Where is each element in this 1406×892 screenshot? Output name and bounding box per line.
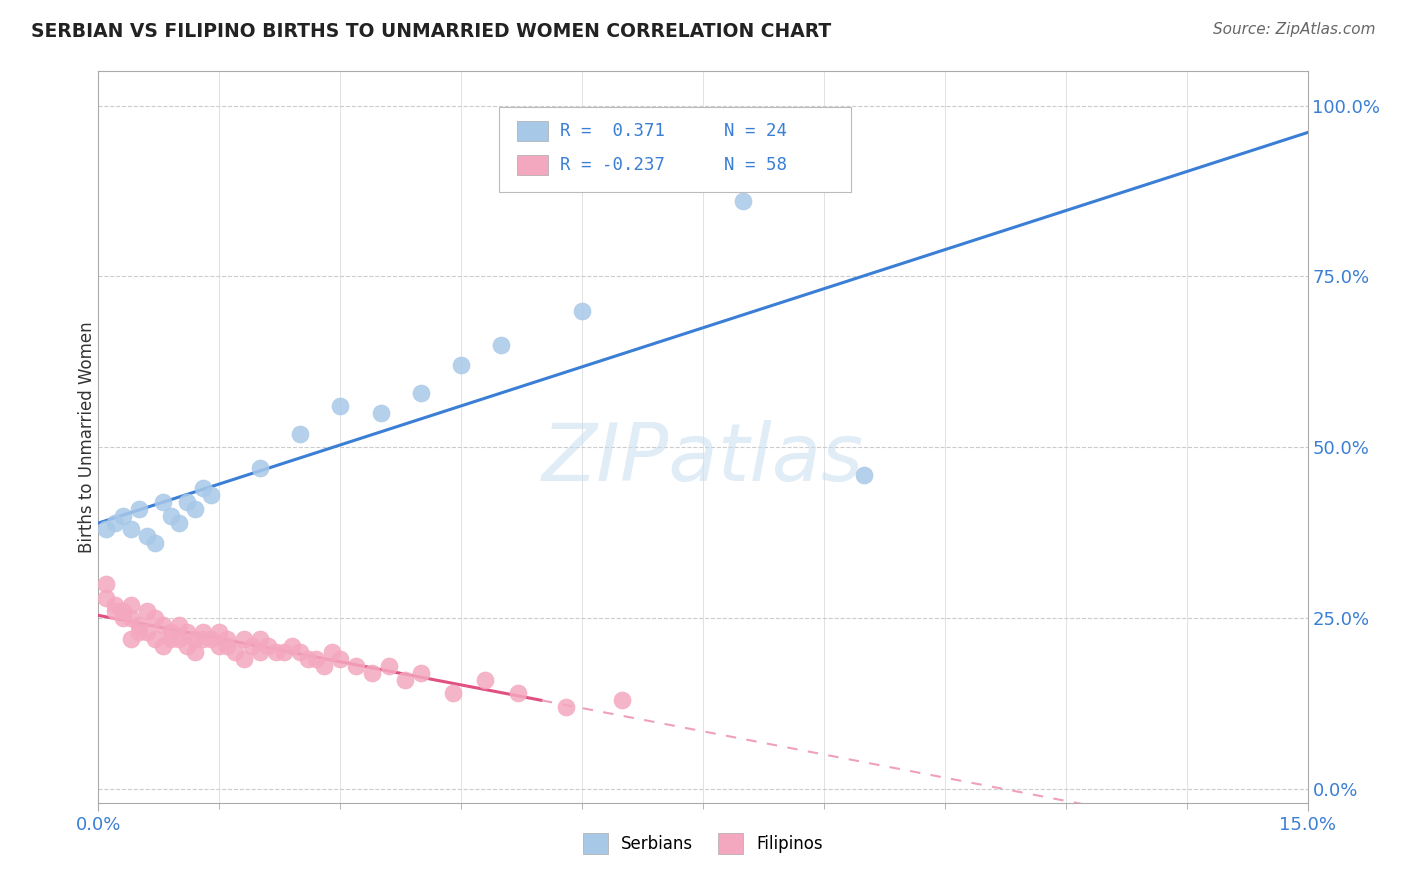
Legend: Serbians, Filipinos: Serbians, Filipinos [576,827,830,860]
Point [111,508,134,523]
Point [394,673,416,687]
Text: N = 58: N = 58 [724,156,787,174]
Text: R = -0.237: R = -0.237 [560,156,665,174]
Point [217,639,239,653]
Point [96,577,118,591]
Point [273,645,295,659]
Point [111,611,134,625]
Point [143,632,166,646]
Point [96,522,118,536]
Point [377,659,399,673]
Point [135,604,157,618]
Point [193,624,215,639]
Point [491,338,513,352]
Point [409,385,432,400]
Point [217,632,239,646]
Text: ZIPatlas: ZIPatlas [541,420,865,498]
Point [555,700,578,714]
Point [200,488,222,502]
Point [232,652,254,666]
Point [281,639,304,653]
Point [135,529,157,543]
Point [135,624,157,639]
Point [184,632,207,646]
Point [96,591,118,605]
Point [344,659,367,673]
Point [152,618,174,632]
Point [120,611,142,625]
Point [409,665,432,680]
Point [853,467,876,482]
Point [128,624,150,639]
Point [224,645,246,659]
Point [152,639,174,653]
Point [208,639,231,653]
Point [167,516,190,530]
Text: N = 24: N = 24 [724,122,787,140]
Text: R =  0.371: R = 0.371 [560,122,665,140]
Point [232,632,254,646]
Point [120,598,142,612]
Point [208,624,231,639]
Point [612,693,634,707]
Point [143,536,166,550]
Point [111,604,134,618]
Point [249,460,271,475]
Point [160,508,183,523]
Point [506,686,529,700]
Point [441,686,464,700]
Point [288,426,311,441]
Point [152,495,174,509]
Point [240,639,263,653]
Point [103,604,125,618]
Point [176,495,198,509]
Point [103,598,125,612]
Point [193,632,215,646]
Point [249,632,271,646]
Point [321,645,343,659]
Point [128,618,150,632]
Point [571,303,593,318]
Point [193,481,215,495]
Point [297,652,319,666]
Point [450,359,472,373]
Point [200,632,222,646]
Text: SERBIAN VS FILIPINO BIRTHS TO UNMARRIED WOMEN CORRELATION CHART: SERBIAN VS FILIPINO BIRTHS TO UNMARRIED … [31,22,831,41]
Point [733,194,755,209]
Y-axis label: Births to Unmarried Women: Births to Unmarried Women [79,321,96,553]
Text: Source: ZipAtlas.com: Source: ZipAtlas.com [1212,22,1375,37]
Point [160,632,183,646]
Point [176,624,198,639]
Point [256,639,278,653]
Point [264,645,287,659]
Point [361,665,384,680]
Point [160,624,183,639]
Point [120,632,142,646]
Point [184,645,207,659]
Point [143,611,166,625]
Point [184,501,207,516]
Point [249,645,271,659]
Point [167,618,190,632]
Point [128,501,150,516]
Point [103,516,125,530]
Point [167,632,190,646]
Point [176,639,198,653]
Point [120,522,142,536]
Point [474,673,496,687]
Point [305,652,328,666]
Point [288,645,311,659]
Point [370,406,392,420]
Point [329,652,352,666]
Point [329,400,352,414]
Point [314,659,336,673]
